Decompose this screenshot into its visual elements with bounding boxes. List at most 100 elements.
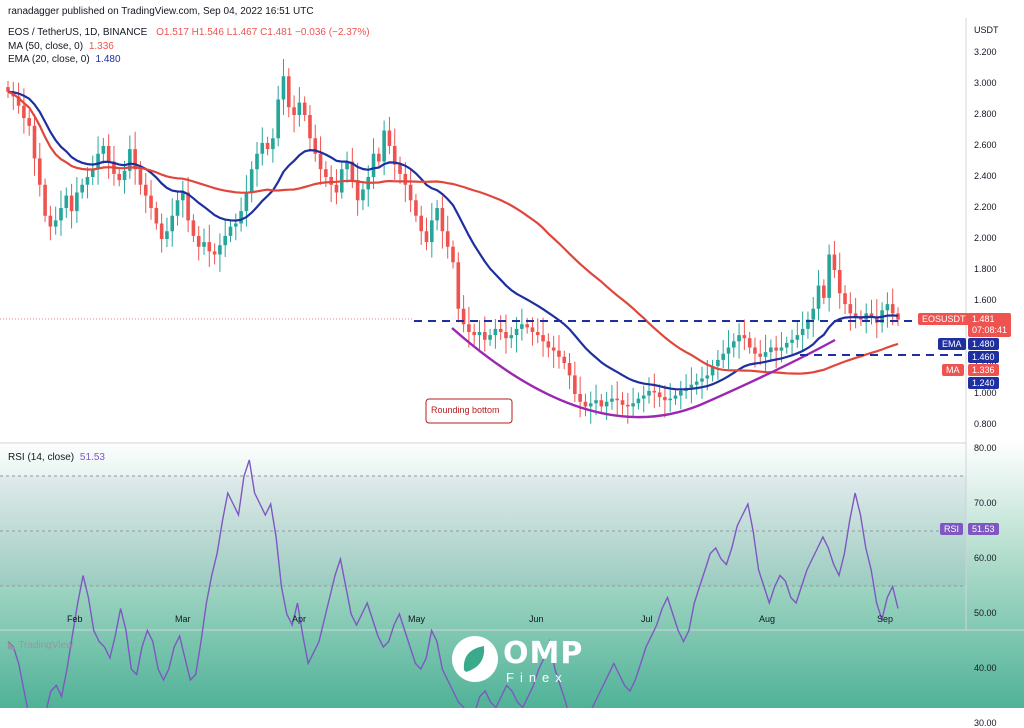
candle-body	[16, 96, 21, 106]
price-tag-value: 1.481	[972, 314, 995, 324]
candle-body	[726, 347, 731, 354]
candle-body	[843, 293, 847, 305]
candle-body	[207, 242, 212, 252]
ema-tag-value: 1.480	[968, 338, 999, 350]
candle-body	[610, 398, 614, 402]
candle-body	[774, 347, 778, 351]
candle-body	[286, 76, 291, 108]
candle-body	[673, 395, 678, 399]
candle-body	[800, 328, 805, 336]
candle-body	[716, 359, 720, 367]
candle-body	[689, 384, 694, 388]
candle-body	[769, 347, 773, 353]
ema-legend: EMA (20, close, 0) 1.480	[8, 54, 121, 65]
candle-body	[504, 332, 508, 339]
price-tick: 2.600	[974, 140, 997, 150]
candle-body	[318, 153, 323, 170]
candle-body	[143, 184, 148, 196]
price-tick: 3.000	[974, 78, 997, 88]
omp-logo-text: OMP	[503, 636, 584, 671]
ema-line	[7, 90, 899, 391]
rsi-legend-label: RSI (14, close)	[8, 452, 75, 463]
candle-body	[567, 363, 572, 376]
candle-body	[202, 242, 206, 247]
candle-body	[535, 332, 540, 336]
candle-body	[647, 390, 651, 396]
candle-body	[599, 400, 604, 407]
candle-body	[742, 335, 747, 339]
candle-body	[281, 76, 286, 100]
rsi-tick: 50.00	[974, 608, 997, 618]
candle-body	[832, 254, 837, 270]
candle-body	[869, 313, 874, 317]
candle-body	[620, 400, 625, 405]
candle-body	[811, 308, 816, 320]
annotation-label: Rounding bottom	[431, 405, 500, 415]
candle-body	[853, 313, 858, 317]
candle-body	[848, 304, 853, 314]
candle-body	[170, 215, 175, 232]
rsi-tick: 70.00	[974, 498, 997, 508]
candle-body	[59, 208, 63, 221]
candle-body	[334, 184, 339, 193]
candle-body	[271, 138, 275, 150]
candle-body	[117, 173, 122, 181]
price-tag-countdown: 07:08:41	[972, 325, 1008, 335]
candle-body	[69, 195, 74, 212]
candle-body	[472, 332, 476, 336]
price-tick: 3.200	[974, 47, 997, 57]
candle-body	[784, 342, 789, 348]
candle-body	[525, 324, 529, 328]
rsi-tick: 80.00	[974, 443, 997, 453]
candle-body	[408, 184, 413, 201]
candle-body	[191, 220, 196, 236]
candle-body	[345, 161, 349, 170]
rsi-tick: 30.00	[974, 718, 997, 728]
candle-body	[467, 324, 471, 332]
candle-body	[244, 192, 249, 212]
tradingview-brand: ◣ TradingView	[8, 640, 73, 651]
candle-body	[890, 304, 895, 314]
candle-body	[175, 200, 180, 216]
leaf-icon	[463, 646, 485, 672]
candle-body	[403, 173, 408, 185]
candle-body	[822, 285, 826, 298]
candle-body	[80, 184, 84, 193]
ma-tag: MA	[942, 364, 964, 376]
candle-body	[652, 390, 657, 393]
candle-body	[694, 381, 699, 385]
candle-body	[302, 102, 307, 115]
candle-body	[329, 177, 333, 185]
candle-body	[779, 347, 784, 351]
candle-body	[445, 231, 450, 247]
candles-group	[6, 58, 900, 424]
time-tick: Jul	[641, 614, 653, 624]
candle-body	[758, 353, 763, 357]
level-low-tag: 1.240	[968, 377, 999, 389]
rsi-tick: 40.00	[974, 663, 997, 673]
candle-body	[541, 335, 545, 342]
rsi-legend-value: 51.53	[79, 452, 105, 463]
price-tick: 1.800	[974, 264, 997, 274]
time-tick: Jun	[529, 614, 544, 624]
rsi-tag-value: 51.53	[968, 523, 999, 535]
candle-body	[731, 341, 736, 348]
candle-body	[461, 308, 466, 325]
symbol-label: EOS / TetherUS, 1D, BINANCE	[8, 27, 148, 38]
candle-body	[530, 327, 535, 332]
candle-body	[747, 338, 752, 348]
time-tick: Feb	[67, 614, 83, 624]
candle-body	[806, 319, 810, 329]
candle-body	[233, 223, 238, 227]
symbol-line: EOS / TetherUS, 1D, BINANCE O1.517 H1.54…	[8, 27, 370, 38]
candle-body	[451, 246, 455, 263]
omp-logo-icon	[452, 636, 498, 682]
candle-body	[520, 324, 524, 329]
candle-body	[133, 149, 137, 170]
candle-body	[578, 394, 582, 402]
candle-body	[588, 403, 593, 407]
candle-body	[90, 169, 95, 177]
price-tick: 0.800	[974, 419, 997, 429]
candle-body	[223, 235, 228, 246]
time-tick: Sep	[877, 614, 894, 624]
